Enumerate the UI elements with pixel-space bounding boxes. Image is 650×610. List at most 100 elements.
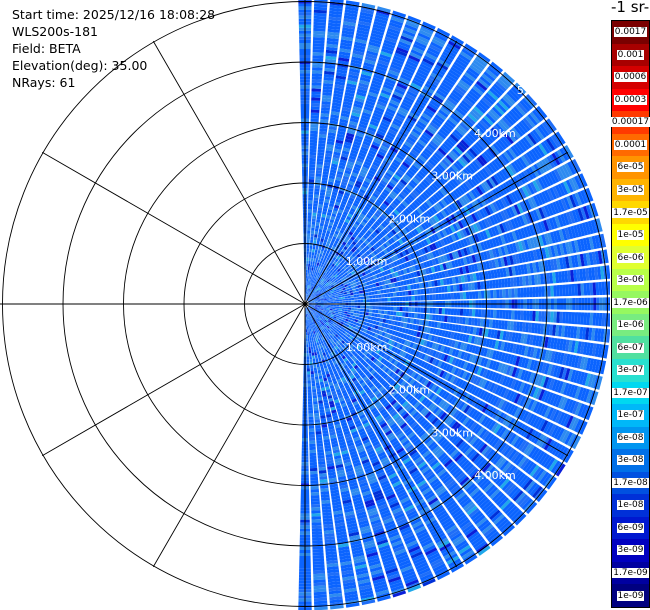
- ppi-gate: [332, 310, 336, 313]
- ppi-gate: [359, 120, 369, 127]
- ppi-gate: [343, 342, 348, 347]
- ppi-ray: [308, 304, 609, 359]
- ppi-gate: [320, 297, 324, 300]
- ppi-gate: [310, 289, 313, 293]
- ppi-gate: [380, 357, 386, 364]
- ppi-gate: [355, 248, 361, 254]
- ppi-gate: [514, 344, 520, 355]
- ppi-gate: [311, 302, 315, 304]
- ppi-gate: [406, 184, 414, 191]
- ppi-gate: [355, 288, 359, 292]
- ppi-gate: [353, 269, 358, 274]
- ppi-gate: [310, 261, 313, 265]
- ppi-gate: [535, 388, 543, 400]
- ppi-gate: [368, 280, 373, 285]
- ppi-gate: [417, 359, 424, 367]
- ppi-gate: [351, 341, 357, 346]
- ppi-gate: [308, 173, 315, 177]
- ppi-gate: [504, 221, 511, 232]
- ppi-gate: [314, 299, 318, 301]
- ppi-gate: [327, 314, 331, 318]
- ppi-gate: [480, 379, 488, 389]
- ppi-gate: [449, 375, 456, 384]
- ppi-gate: [316, 158, 324, 162]
- ppi-gate: [393, 347, 399, 354]
- ppi-gate: [448, 395, 456, 404]
- ppi-gate: [330, 284, 335, 288]
- ppi-gate: [467, 113, 478, 123]
- ppi-gate: [371, 291, 375, 295]
- ppi-gate: [559, 284, 563, 297]
- ppi-gate: [483, 94, 495, 106]
- ppi-gate: [311, 301, 315, 303]
- ppi-gate: [436, 89, 447, 99]
- ppi-gate: [464, 526, 476, 536]
- ppi-gate: [455, 199, 463, 209]
- ppi-gate: [571, 193, 580, 207]
- ppi-gate: [577, 387, 585, 401]
- ppi-gate: [366, 155, 374, 161]
- ppi-gate: [318, 312, 322, 315]
- ppi-gate: [357, 85, 368, 92]
- ppi-gate: [571, 417, 580, 431]
- ppi-gate: [328, 13, 342, 18]
- ppi-gate: [493, 158, 503, 169]
- ppi-gate: [389, 334, 395, 340]
- ppi-gate: [426, 161, 435, 169]
- ppi-gate: [453, 367, 460, 376]
- ppi-gate: [329, 306, 334, 308]
- ppi-gate: [403, 442, 412, 449]
- ppi-gate: [322, 85, 333, 90]
- ppi-gate: [485, 179, 494, 189]
- ppi-gate: [557, 411, 566, 425]
- ppi-gate: [449, 133, 460, 143]
- ppi-gate: [547, 246, 553, 258]
- ppi-gate: [421, 134, 431, 142]
- ppi-gate: [385, 197, 392, 204]
- ppi-gate: [570, 354, 577, 368]
- ppi-gate: [515, 438, 525, 450]
- ppi-gate: [309, 163, 316, 168]
- ppi-gate: [462, 444, 471, 454]
- ppi-gate: [312, 212, 317, 217]
- ppi-gate: [492, 143, 502, 154]
- ppi-gate: [526, 334, 531, 345]
- ppi-gate: [465, 166, 474, 176]
- ppi-gate: [443, 156, 453, 166]
- ppi-gate: [382, 285, 387, 290]
- ppi-gate: [307, 288, 309, 292]
- ppi-gate: [342, 287, 346, 291]
- ppi-gate: [325, 252, 329, 257]
- ppi-gate: [309, 308, 313, 312]
- ppi-gate: [409, 434, 418, 442]
- ppi-gate: [511, 469, 522, 481]
- ppi-gate: [372, 358, 378, 364]
- ppi-gate: [350, 284, 355, 288]
- ppi-gate: [576, 239, 583, 252]
- ppi-gate: [458, 519, 471, 529]
- ppi-ray: [305, 0, 344, 301]
- ppi-gate: [458, 401, 466, 411]
- ppi-gate: [430, 384, 438, 392]
- ppi-gate: [360, 353, 366, 359]
- ppi-gate: [431, 138, 441, 147]
- ppi-gate: [538, 311, 542, 322]
- ppi-gate: [340, 292, 345, 296]
- ppi-gate: [501, 135, 512, 147]
- ppi-scan-plot: 1.00km2.00km3.00km4.00km5.1.00km2.00km3.…: [0, 0, 610, 610]
- ppi-gate: [422, 150, 431, 158]
- ppi-gate: [408, 369, 414, 377]
- ppi-gate: [497, 235, 503, 246]
- ppi-gate: [333, 93, 343, 98]
- ppi-gate: [399, 251, 404, 258]
- ppi-gate: [563, 197, 571, 210]
- ppi-gate: [328, 206, 334, 211]
- ppi-gate: [336, 173, 343, 179]
- ppi-gate: [556, 244, 562, 256]
- ppi-gate: [532, 286, 536, 298]
- ppi-gate: [310, 308, 314, 311]
- ppi-gate: [591, 358, 598, 373]
- ppi-gate: [549, 202, 557, 215]
- ppi-gate: [503, 245, 509, 255]
- ppi-gate: [532, 416, 541, 428]
